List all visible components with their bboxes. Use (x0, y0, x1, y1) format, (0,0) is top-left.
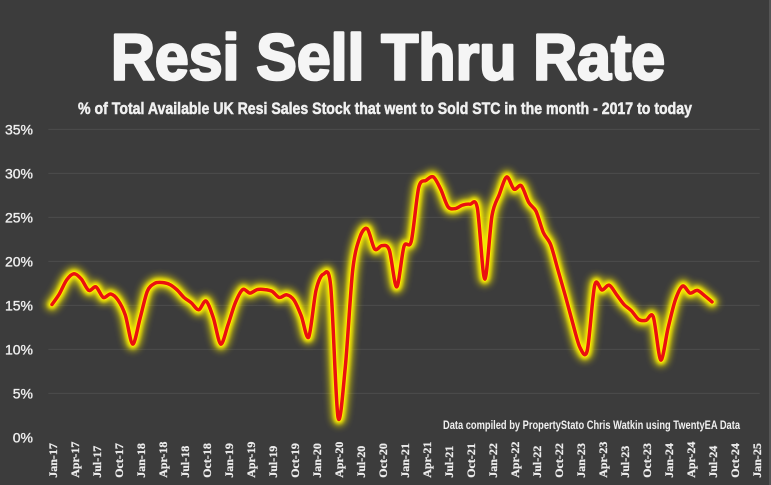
svg-text:Jul-21: Jul-21 (442, 446, 456, 478)
svg-text:30%: 30% (5, 165, 33, 181)
svg-text:% of Total Available UK Resi S: % of Total Available UK Resi Sales Stock… (78, 100, 693, 118)
svg-text:Jan-25: Jan-25 (750, 443, 764, 478)
svg-text:15%: 15% (5, 297, 33, 313)
svg-text:Jul-24: Jul-24 (706, 446, 720, 478)
svg-text:Oct-19: Oct-19 (288, 443, 302, 478)
svg-text:Oct-18: Oct-18 (200, 443, 214, 478)
svg-text:Apr-24: Apr-24 (684, 442, 698, 478)
svg-text:Jan-17: Jan-17 (46, 443, 60, 478)
svg-text:Apr-17: Apr-17 (68, 442, 82, 478)
svg-text:0%: 0% (13, 429, 33, 445)
svg-text:Oct-20: Oct-20 (376, 443, 390, 478)
svg-text:Oct-22: Oct-22 (552, 443, 566, 478)
svg-text:Jan-19: Jan-19 (222, 443, 236, 478)
svg-text:Oct-21: Oct-21 (464, 443, 478, 478)
svg-text:Jul-23: Jul-23 (618, 446, 632, 478)
svg-text:Jul-20: Jul-20 (354, 446, 368, 478)
svg-text:Oct-23: Oct-23 (640, 443, 654, 478)
svg-text:Jul-17: Jul-17 (90, 446, 104, 478)
svg-text:Jan-18: Jan-18 (134, 443, 148, 478)
svg-text:Resi Sell Thru Rate: Resi Sell Thru Rate (111, 21, 665, 93)
svg-text:35%: 35% (5, 121, 33, 137)
svg-text:Jul-19: Jul-19 (266, 446, 280, 478)
svg-text:Apr-20: Apr-20 (332, 442, 346, 478)
svg-text:10%: 10% (5, 341, 33, 357)
svg-text:Apr-21: Apr-21 (420, 442, 434, 478)
svg-text:25%: 25% (5, 209, 33, 225)
svg-text:Jul-22: Jul-22 (530, 446, 544, 478)
svg-text:Oct-24: Oct-24 (728, 443, 742, 478)
svg-text:20%: 20% (5, 253, 33, 269)
svg-text:5%: 5% (13, 385, 33, 401)
svg-text:Jan-20: Jan-20 (310, 443, 324, 478)
svg-text:Jan-24: Jan-24 (662, 443, 676, 478)
svg-text:Jul-18: Jul-18 (178, 446, 192, 478)
svg-text:Apr-22: Apr-22 (508, 442, 522, 478)
svg-text:Apr-19: Apr-19 (244, 442, 258, 478)
svg-text:Apr-23: Apr-23 (596, 442, 610, 478)
svg-text:Oct-17: Oct-17 (112, 443, 126, 478)
svg-text:Jan-21: Jan-21 (398, 443, 412, 478)
svg-text:Jan-23: Jan-23 (574, 443, 588, 478)
svg-text:Apr-18: Apr-18 (156, 442, 170, 478)
svg-text:Jan-22: Jan-22 (486, 443, 500, 478)
svg-text:Data compiled by PropertyStato: Data compiled by PropertyStato Chris Wat… (443, 420, 740, 432)
